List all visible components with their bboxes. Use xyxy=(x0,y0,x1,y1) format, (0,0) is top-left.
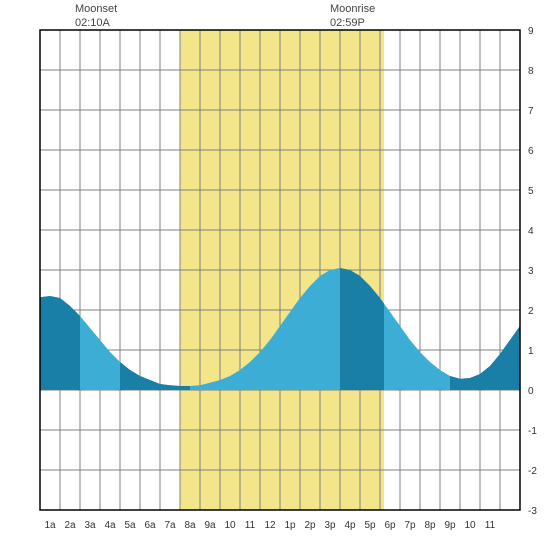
y-tick-label: 2 xyxy=(528,306,534,317)
moonrise-title: Moonrise xyxy=(330,3,375,15)
x-tick-label: 8a xyxy=(184,520,196,531)
x-tick-label: 3p xyxy=(324,520,336,531)
x-tick-label: 11 xyxy=(485,520,496,531)
x-tick-label: 7a xyxy=(164,520,176,531)
moonset-label: Moonset 02:10A xyxy=(75,2,117,31)
x-tick-label: 2a xyxy=(64,520,76,531)
y-tick-label: 0 xyxy=(528,386,534,397)
x-tick-label: 10 xyxy=(224,520,236,531)
y-tick-label: 8 xyxy=(528,66,534,77)
y-tick-label: -2 xyxy=(528,466,537,477)
moonset-time: 02:10A xyxy=(75,17,110,29)
x-tick-label: 12 xyxy=(264,520,276,531)
y-tick-label: 9 xyxy=(528,26,534,37)
y-tick-label: 1 xyxy=(528,346,534,357)
y-tick-label: 4 xyxy=(528,226,534,237)
x-tick-label: 8p xyxy=(424,520,436,531)
x-tick-label: 4a xyxy=(104,520,116,531)
y-tick-label: 3 xyxy=(528,266,534,277)
y-tick-label: 7 xyxy=(528,106,534,117)
chart-svg: -3-2-101234567891a2a3a4a5a6a7a8a9a101112… xyxy=(0,0,550,550)
x-tick-label: 3a xyxy=(84,520,96,531)
x-tick-label: 7p xyxy=(404,520,416,531)
y-tick-label: -1 xyxy=(528,426,537,437)
moonrise-time: 02:59P xyxy=(330,17,365,29)
x-tick-label: 2p xyxy=(304,520,316,531)
x-tick-label: 9p xyxy=(444,520,456,531)
x-tick-label: 4p xyxy=(344,520,356,531)
y-tick-label: 5 xyxy=(528,186,534,197)
x-tick-label: 9a xyxy=(204,520,216,531)
x-tick-label: 6a xyxy=(144,520,156,531)
x-tick-label: 6p xyxy=(384,520,396,531)
x-tick-label: 1p xyxy=(284,520,296,531)
x-tick-label: 10 xyxy=(464,520,476,531)
y-tick-label: -3 xyxy=(528,506,537,517)
moonset-title: Moonset xyxy=(75,3,117,15)
moonrise-label: Moonrise 02:59P xyxy=(330,2,375,31)
x-tick-label: 5p xyxy=(364,520,376,531)
y-tick-label: 6 xyxy=(528,146,534,157)
tide-chart: Moonset 02:10A Moonrise 02:59P -3-2-1012… xyxy=(0,0,550,550)
x-tick-label: 5a xyxy=(124,520,136,531)
x-tick-label: 11 xyxy=(245,520,256,531)
x-tick-label: 1a xyxy=(44,520,56,531)
